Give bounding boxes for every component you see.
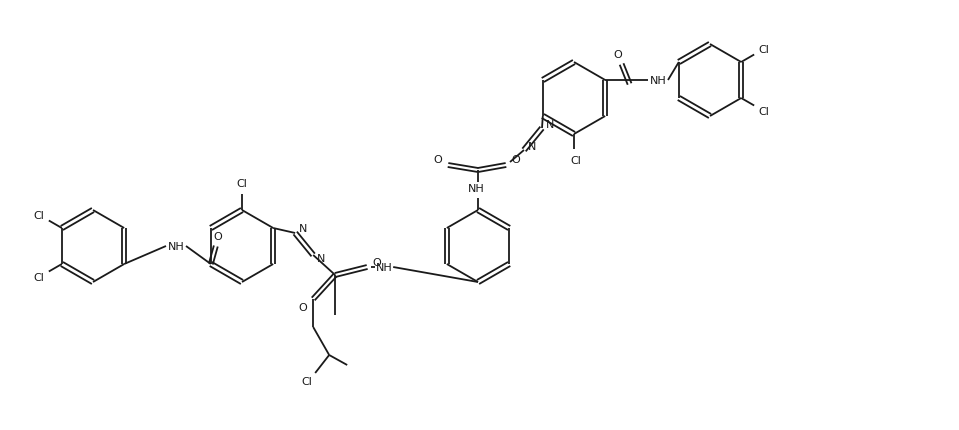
Text: O: O — [299, 302, 308, 312]
Text: NH: NH — [376, 262, 392, 272]
Text: O: O — [511, 155, 521, 165]
Text: NH: NH — [168, 241, 184, 252]
Text: NH: NH — [468, 184, 484, 194]
Text: N: N — [299, 224, 308, 233]
Text: O: O — [433, 155, 442, 165]
Text: Cl: Cl — [759, 107, 769, 117]
Text: Cl: Cl — [302, 376, 313, 386]
Text: Cl: Cl — [571, 156, 581, 166]
Text: N: N — [527, 141, 536, 152]
Text: O: O — [613, 50, 622, 60]
Text: N: N — [546, 120, 554, 130]
Text: Cl: Cl — [759, 45, 769, 55]
Text: Cl: Cl — [34, 211, 45, 221]
Text: NH: NH — [649, 76, 667, 86]
Text: N: N — [317, 253, 325, 264]
Text: O: O — [373, 258, 382, 267]
Text: Cl: Cl — [34, 272, 45, 283]
Text: O: O — [214, 231, 222, 241]
Text: Cl: Cl — [237, 178, 247, 189]
